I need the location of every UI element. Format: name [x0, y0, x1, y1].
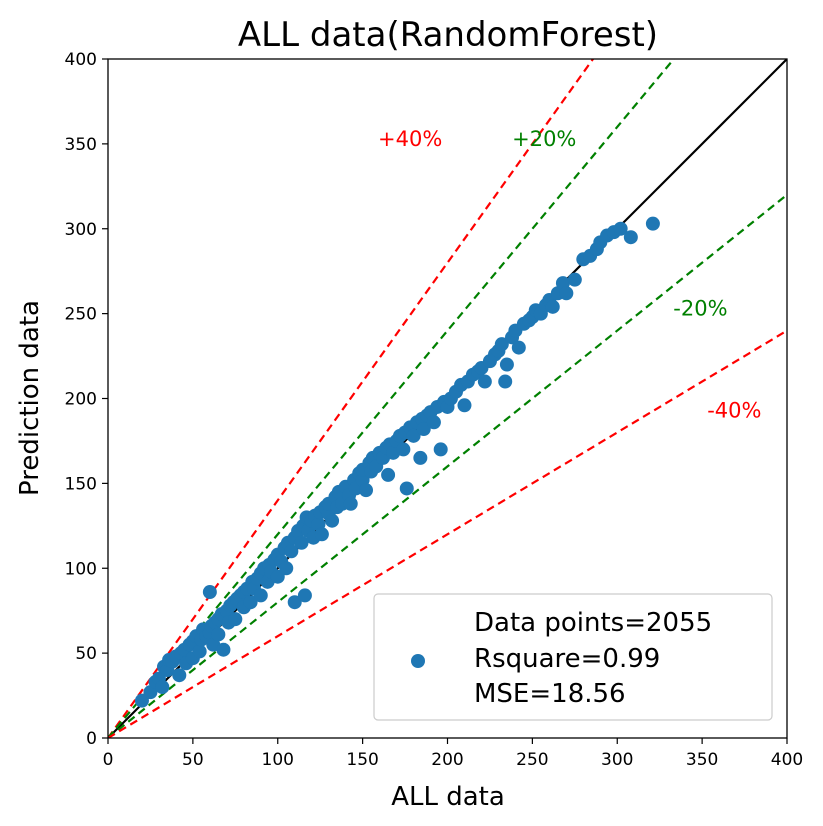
x-tick-label: 350 [686, 750, 718, 770]
data-point [172, 668, 187, 683]
data-point [613, 221, 628, 236]
data-point [253, 588, 268, 603]
data-point [457, 398, 472, 413]
legend-box [373, 593, 773, 721]
data-point [202, 585, 217, 600]
reference-line-label: +40% [378, 127, 442, 151]
data-point [134, 693, 149, 708]
x-tick-label: 0 [103, 750, 114, 770]
data-point [270, 569, 285, 584]
data-point [645, 216, 660, 231]
data-point [559, 286, 574, 301]
data-points [134, 216, 660, 708]
reference-line [108, 59, 676, 738]
reference-line-labels: +40% +20% -20% -40% [378, 127, 761, 423]
data-point [228, 612, 243, 627]
legend-marker [411, 654, 425, 668]
data-point [192, 644, 207, 659]
data-point [498, 374, 513, 389]
data-point [211, 627, 226, 642]
data-point [325, 513, 340, 528]
chart-title: ALL data(RandomForest) [238, 15, 658, 55]
x-tick-label: 100 [262, 750, 294, 770]
y-tick-label: 250 [65, 305, 97, 325]
reference-line-label: -20% [673, 297, 727, 321]
reference-line-label: +20% [512, 127, 576, 151]
data-point [359, 483, 374, 498]
data-point [416, 422, 431, 437]
y-tick-label: 350 [65, 135, 97, 155]
data-point [294, 535, 309, 550]
y-tick-label: 300 [65, 220, 97, 240]
data-point [396, 442, 411, 457]
y-axis-ticks: 0 50 100 150 200 250 300 350 400 [65, 50, 108, 749]
x-axis-ticks: 0 50 100 150 200 250 300 350 400 [103, 738, 803, 770]
legend-line: Rsquare=0.99 [474, 644, 660, 674]
reference-line [108, 329, 787, 738]
data-point [406, 428, 421, 443]
data-point [623, 230, 638, 245]
y-tick-label: 50 [75, 644, 97, 664]
x-tick-label: 50 [182, 750, 204, 770]
data-point [567, 272, 582, 287]
y-tick-label: 100 [65, 559, 97, 579]
data-point [287, 595, 302, 610]
data-point [426, 415, 441, 430]
x-tick-label: 250 [516, 750, 548, 770]
x-tick-label: 400 [771, 750, 803, 770]
data-point [297, 588, 312, 603]
y-tick-label: 200 [65, 390, 97, 410]
y-tick-label: 150 [65, 474, 97, 494]
data-point [413, 450, 428, 465]
data-point [399, 481, 414, 496]
data-point [243, 595, 258, 610]
data-point [477, 374, 492, 389]
data-point [381, 467, 396, 482]
data-point [545, 299, 560, 314]
data-point [343, 496, 358, 511]
x-tick-label: 150 [346, 750, 378, 770]
data-point [155, 680, 170, 695]
reference-line-label: -40% [707, 398, 761, 422]
x-tick-label: 200 [431, 750, 463, 770]
data-point [511, 340, 526, 355]
data-point [279, 561, 294, 576]
x-axis-label: ALL data [391, 782, 505, 812]
legend: Data points=2055 Rsquare=0.99 MSE=18.56 [373, 593, 773, 721]
data-point [499, 357, 514, 372]
data-point [216, 642, 231, 657]
x-tick-label: 300 [601, 750, 633, 770]
data-point [314, 527, 329, 542]
legend-line: Data points=2055 [474, 608, 712, 638]
y-tick-label: 0 [86, 729, 97, 749]
y-tick-label: 400 [65, 50, 97, 70]
data-point [433, 442, 448, 457]
data-point [494, 337, 509, 352]
data-point [284, 544, 299, 559]
legend-line: MSE=18.56 [474, 679, 626, 709]
y-axis-label: Prediction data [15, 300, 45, 496]
